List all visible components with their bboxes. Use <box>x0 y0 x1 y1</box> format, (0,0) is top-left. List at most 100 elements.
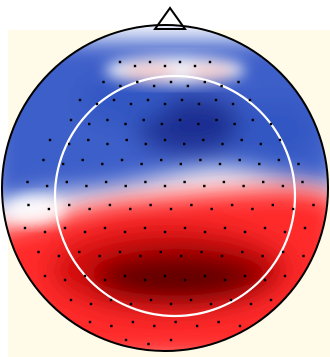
sensor-dot <box>203 230 207 234</box>
sensor-dot <box>302 254 305 258</box>
sensor-dot <box>178 60 182 64</box>
sensor-dot <box>143 278 147 282</box>
sensor-dot <box>230 203 234 207</box>
sensor-dot <box>109 298 113 302</box>
sensor-dot <box>102 80 105 84</box>
sensor-dot <box>249 302 253 306</box>
sensor-dot <box>271 203 274 207</box>
sensor-dot <box>106 142 109 146</box>
sensor-dot <box>110 324 113 328</box>
sensor-dot <box>283 230 287 234</box>
sensor-dot <box>281 250 285 254</box>
sensor-dot <box>163 64 167 68</box>
sensor-dot <box>131 320 135 324</box>
sensor-dot <box>129 102 133 106</box>
sensor-dot <box>148 60 152 64</box>
sensor-dot <box>140 162 143 166</box>
sensor-dot <box>108 203 112 207</box>
sensor-dot <box>129 302 133 306</box>
sensor-dot <box>123 274 127 278</box>
sensor-dot <box>169 207 173 211</box>
sensor-dot <box>203 274 207 278</box>
sensor-dot <box>69 118 73 122</box>
sensor-dot <box>149 203 152 207</box>
sensor-dot <box>197 102 201 106</box>
sensor-dot <box>124 122 127 126</box>
sensor-dot <box>61 162 65 166</box>
sensor-dot <box>98 254 101 258</box>
sensor-dot <box>83 230 87 234</box>
sensor-dot <box>163 230 167 234</box>
sensor-dot <box>183 180 186 184</box>
sensor-dot <box>283 274 287 278</box>
head-outline <box>1 24 329 352</box>
sensor-dot <box>119 84 122 88</box>
sensor-dot <box>68 142 71 146</box>
sensor-dot <box>229 298 233 302</box>
sensor-dot <box>152 84 156 88</box>
sensor-dot <box>193 64 197 68</box>
sensor-dot <box>159 250 162 254</box>
sensor-dot <box>291 207 295 211</box>
sensor-dot <box>189 298 193 302</box>
sensor-dot <box>37 250 40 254</box>
sensor-dot <box>259 142 262 146</box>
sensor-dot <box>258 162 261 166</box>
sensor-dot <box>297 162 300 166</box>
sensor-dot <box>78 98 82 102</box>
sensor-dot <box>160 122 164 126</box>
sensor-dot <box>233 122 236 126</box>
sensor-dot <box>214 98 218 102</box>
sensor-dot <box>215 118 218 122</box>
sensor-dot <box>143 226 147 230</box>
sensor-dot <box>240 138 243 142</box>
sensor-dot <box>129 207 132 211</box>
sensor-dot <box>180 98 184 102</box>
sensor-dot <box>179 162 182 166</box>
sensor-dot <box>118 60 122 64</box>
sensor-dot <box>220 254 224 258</box>
sensor-dot <box>199 158 202 162</box>
sensor-dot <box>241 250 244 254</box>
sensor-dot <box>133 64 137 68</box>
sensor-dot <box>301 180 304 184</box>
sensor-dot <box>251 207 254 211</box>
sensor-dot <box>153 324 156 328</box>
sensor-dot <box>139 254 142 258</box>
sensor-dot <box>88 122 91 126</box>
sensor-dot <box>243 230 247 234</box>
sensor-dot <box>83 274 87 278</box>
sensor-dot <box>144 142 147 146</box>
sensor-dot <box>251 118 254 122</box>
sensor-dot <box>303 226 307 230</box>
sensor-dot <box>95 102 99 106</box>
sensor-dot <box>312 203 315 207</box>
sensor-dot <box>42 158 45 162</box>
sensor-dot <box>163 102 167 106</box>
sensor-dot <box>104 180 108 184</box>
sensor-dot <box>48 138 52 142</box>
sensor-dot <box>146 98 150 102</box>
sensor-dot <box>101 162 104 166</box>
sensor-dot <box>163 274 167 278</box>
sensor-dot <box>87 138 90 142</box>
sensor-dot <box>203 80 206 84</box>
sensor-dot <box>261 254 264 258</box>
sensor-dot <box>209 302 213 306</box>
sensor-dot <box>123 230 127 234</box>
sensor-dot <box>223 278 227 282</box>
sensor-dot <box>85 184 88 188</box>
sensor-dot <box>78 250 81 254</box>
sensor-dot <box>269 122 273 126</box>
sensor-dot <box>103 278 107 282</box>
sensor-dot <box>208 60 212 64</box>
sensor-dot <box>160 158 163 162</box>
sensor-dot <box>124 338 128 342</box>
sensor-dot <box>200 250 203 254</box>
sensor-dot <box>47 207 51 211</box>
sensor-dot <box>202 138 205 142</box>
sensor-dot <box>238 158 241 162</box>
sensor-points <box>23 60 315 346</box>
sensor-dot <box>106 118 109 122</box>
